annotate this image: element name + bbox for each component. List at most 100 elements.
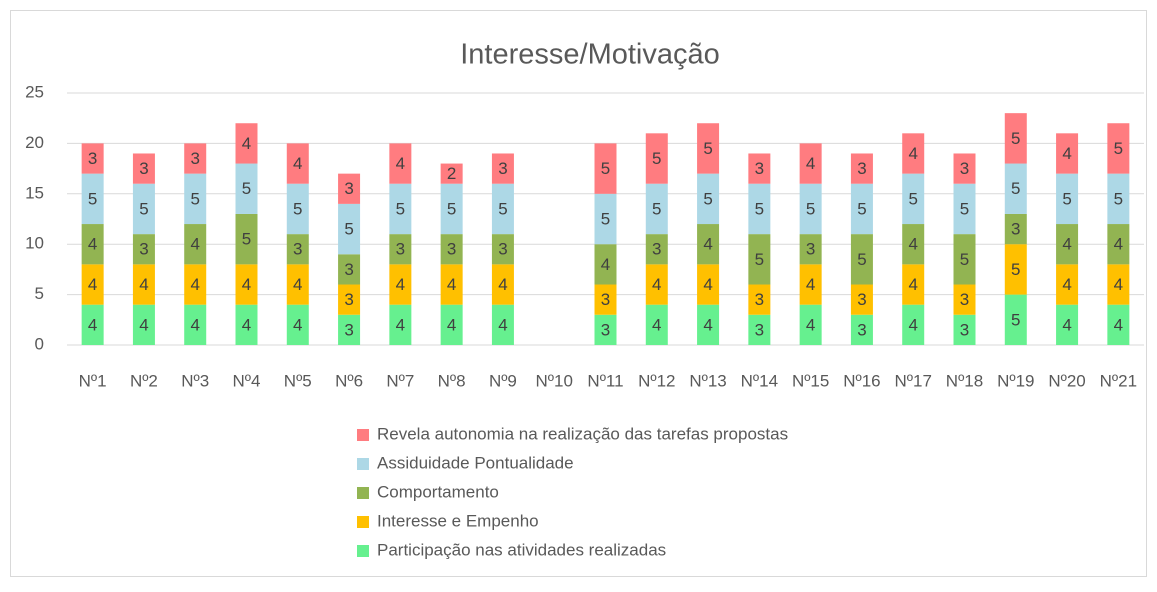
data-label: 5 xyxy=(1011,179,1020,198)
bar-segment xyxy=(1107,264,1130,305)
x-tick-label: Nº19 xyxy=(997,371,1034,390)
data-label: 4 xyxy=(190,315,199,334)
bar-segment xyxy=(645,234,668,265)
data-label: 5 xyxy=(344,220,353,239)
x-tick-label: Nº14 xyxy=(741,371,778,390)
bar-segment xyxy=(799,183,822,235)
x-tick-label: Nº7 xyxy=(386,371,414,390)
bar-segment xyxy=(440,304,463,345)
bar-segment xyxy=(286,183,309,235)
x-tick-label: Nº8 xyxy=(438,371,466,390)
data-label: 4 xyxy=(908,315,917,334)
data-label: 5 xyxy=(755,250,764,269)
data-label: 3 xyxy=(960,159,969,178)
data-label: 4 xyxy=(1114,275,1123,294)
data-label: 4 xyxy=(396,275,405,294)
bar-segment xyxy=(184,143,207,174)
data-label: 5 xyxy=(1011,310,1020,329)
bar-segment xyxy=(184,173,207,225)
data-label: 3 xyxy=(344,179,353,198)
bar-segment xyxy=(594,193,617,245)
data-label: 4 xyxy=(396,315,405,334)
data-label: 4 xyxy=(447,275,456,294)
data-label: 3 xyxy=(498,240,507,259)
bar-segment xyxy=(799,143,822,184)
legend-label: Revela autonomia na realização das taref… xyxy=(377,424,788,443)
data-label: 4 xyxy=(1062,144,1071,163)
data-label: 3 xyxy=(652,240,661,259)
data-label: 3 xyxy=(498,159,507,178)
bar-segment xyxy=(850,153,873,184)
bar-segment xyxy=(184,224,207,265)
data-label: 3 xyxy=(960,290,969,309)
x-tick-label: Nº3 xyxy=(181,371,209,390)
bar-segment xyxy=(491,234,514,265)
data-label: 3 xyxy=(447,240,456,259)
bar-segment xyxy=(1004,213,1027,245)
bar-segment xyxy=(440,264,463,305)
bar-segment xyxy=(799,304,822,345)
data-label: 3 xyxy=(857,320,866,339)
y-tick-label: 0 xyxy=(35,334,44,353)
bar-segment xyxy=(81,143,104,174)
bar-segment xyxy=(902,264,925,305)
data-label: 5 xyxy=(1011,260,1020,279)
bar-segment xyxy=(389,304,412,345)
bar-segment xyxy=(1107,224,1130,265)
bar-segment xyxy=(1004,294,1027,345)
legend-swatch xyxy=(357,516,369,528)
bar-segment xyxy=(748,284,771,315)
data-label: 4 xyxy=(396,154,405,173)
bar-segment xyxy=(440,163,463,184)
bar-segment xyxy=(850,284,873,315)
bar-segment xyxy=(132,234,155,265)
bar-segment xyxy=(389,234,412,265)
bar-segment xyxy=(235,163,258,214)
legend-label: Comportamento xyxy=(377,482,499,501)
data-label: 4 xyxy=(242,315,251,334)
data-label: 5 xyxy=(652,199,661,218)
legend-swatch xyxy=(357,487,369,499)
bar-segment xyxy=(1004,244,1027,295)
bar-segment xyxy=(338,203,361,255)
y-tick-label: 25 xyxy=(25,82,44,101)
bar-segment xyxy=(1056,304,1079,345)
data-label: 4 xyxy=(703,275,712,294)
bar-segment xyxy=(81,173,104,225)
bar-segment xyxy=(748,183,771,235)
data-label: 5 xyxy=(1114,189,1123,208)
legend-label: Participação nas atividades realizadas xyxy=(377,540,666,559)
bar-segment xyxy=(338,314,361,345)
legend-swatch xyxy=(357,458,369,470)
bar-segment xyxy=(491,183,514,235)
bar-segment xyxy=(645,264,668,305)
data-label: 4 xyxy=(703,235,712,254)
bar-segment xyxy=(235,123,258,164)
data-label: 3 xyxy=(601,290,610,309)
data-label: 5 xyxy=(652,149,661,168)
bar-segment xyxy=(81,304,104,345)
bar-segment xyxy=(1056,224,1079,265)
bar-segment xyxy=(491,153,514,184)
data-label: 4 xyxy=(139,315,148,334)
data-label: 5 xyxy=(908,189,917,208)
x-tick-label: Nº6 xyxy=(335,371,363,390)
y-tick-label: 20 xyxy=(25,133,44,152)
data-label: 4 xyxy=(139,275,148,294)
bar-segment xyxy=(338,284,361,315)
data-label: 5 xyxy=(190,189,199,208)
bar-segment xyxy=(953,153,976,184)
data-label: 3 xyxy=(344,320,353,339)
bar-segment xyxy=(697,173,720,225)
data-label: 4 xyxy=(908,275,917,294)
bar-segment xyxy=(748,234,771,285)
data-label: 5 xyxy=(960,250,969,269)
data-label: 5 xyxy=(139,199,148,218)
bar-segment xyxy=(286,264,309,305)
bar-segment xyxy=(132,153,155,184)
bar-segment xyxy=(440,183,463,235)
data-label: 4 xyxy=(88,275,97,294)
bar-segment xyxy=(902,304,925,345)
data-label: 4 xyxy=(1114,235,1123,254)
bar-segment xyxy=(1056,133,1079,174)
